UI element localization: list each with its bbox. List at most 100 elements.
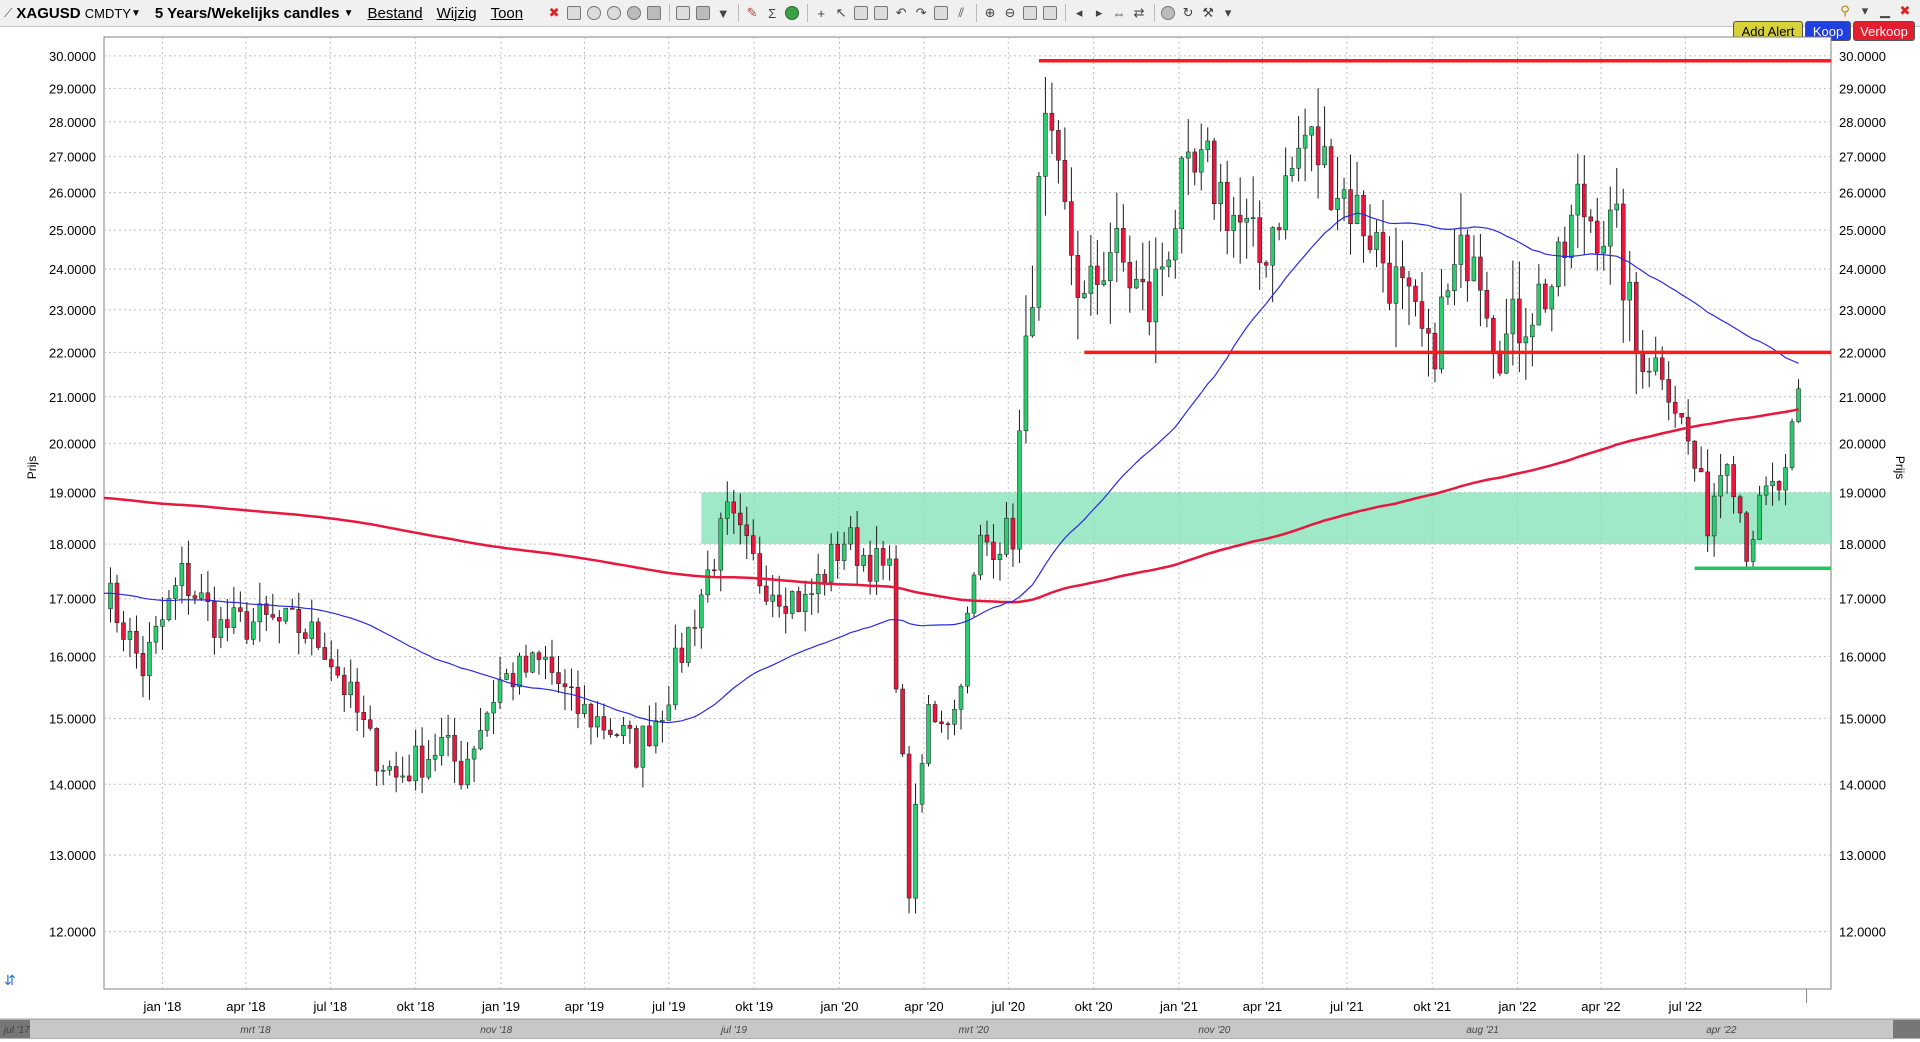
sell-button[interactable]: Verkoop — [1853, 21, 1915, 41]
candle-down — [880, 548, 886, 566]
candle-down — [523, 655, 529, 673]
minimize-icon[interactable]: ▁ — [1880, 3, 1890, 18]
print-icon[interactable] — [647, 6, 662, 20]
fib-tool-icon[interactable] — [934, 6, 949, 20]
candle-up — [199, 592, 204, 599]
y-tick-label-left: 25.0000 — [49, 223, 96, 238]
candle-down — [114, 582, 120, 623]
zoom-box-icon[interactable] — [1023, 6, 1038, 20]
x-tick-label: jul '20 — [991, 999, 1026, 1014]
scroll-left-icon[interactable]: ◂ — [1075, 5, 1083, 20]
candle-up — [1796, 388, 1801, 423]
no-entry-icon[interactable] — [607, 6, 622, 20]
link-icon[interactable]: ⚲ — [1840, 3, 1850, 18]
y-tick-label-right: 21.0000 — [1839, 390, 1886, 405]
refresh-icon[interactable]: ↻ — [1182, 5, 1194, 20]
redo-icon[interactable]: ↷ — [915, 5, 927, 20]
menu-toon[interactable]: Toon — [490, 4, 524, 22]
x-tick-label: jul '22 — [1668, 999, 1703, 1014]
text-tool-icon[interactable] — [854, 6, 869, 20]
circle-icon[interactable] — [627, 6, 642, 20]
draw-tool-icon[interactable] — [874, 6, 889, 20]
candle-up — [770, 594, 775, 602]
undo-icon[interactable]: ↶ — [895, 5, 907, 20]
candle-down — [867, 554, 873, 582]
grid-icon[interactable] — [676, 6, 691, 20]
candle-up — [1569, 214, 1574, 258]
candle-up — [841, 543, 847, 561]
candle-up — [1231, 214, 1236, 231]
symbol-selector[interactable]: XAGUSD CMDTY ▼ — [16, 4, 141, 22]
candle-up — [1549, 286, 1555, 310]
buy-button[interactable]: Koop — [1805, 21, 1851, 41]
candle-up — [432, 755, 438, 760]
scroll-right-icon[interactable]: ▸ — [1095, 5, 1103, 20]
wrench-icon[interactable]: ⚒ — [1202, 5, 1214, 20]
candle-down — [1484, 289, 1490, 319]
toolbar: ⟋ XAGUSD CMDTY ▼ 5 Years/Wekelijks candle… — [0, 0, 1920, 27]
close-window-icon[interactable]: ✖ — [1899, 3, 1911, 18]
candle-up — [1757, 494, 1762, 540]
candle-down — [264, 603, 269, 615]
candle-down — [1698, 468, 1704, 473]
toolbar-separator — [669, 4, 671, 22]
candle-up — [595, 716, 600, 728]
pin-icon[interactable]: ▾ — [1861, 3, 1869, 18]
y-tick-label-right: 24.0000 — [1839, 262, 1886, 277]
candle-down — [1010, 517, 1016, 550]
candle-down — [1640, 351, 1645, 372]
candle-up — [1043, 112, 1048, 177]
pencil-icon[interactable]: ✎ — [746, 5, 758, 20]
sigma-icon[interactable]: Σ — [768, 5, 777, 21]
crosshair-icon[interactable] — [567, 6, 582, 20]
candle-up — [673, 647, 678, 706]
candle-up — [173, 585, 178, 599]
candle-up — [257, 603, 263, 623]
period-label: 5 Years/Wekelijks candles — [154, 4, 340, 22]
navigator-label: aug '21 — [1466, 1025, 1499, 1036]
play-icon[interactable] — [785, 6, 800, 20]
square-icon[interactable] — [696, 6, 711, 20]
close-icon[interactable]: ✖ — [548, 5, 560, 20]
period-selector[interactable]: 5 Years/Wekelijks candles ▼ — [154, 4, 354, 22]
candle-down — [569, 686, 574, 689]
x-tick-label: jul '18 — [313, 999, 348, 1014]
candle-up — [1354, 194, 1360, 224]
cursor-icon[interactable] — [587, 6, 602, 20]
pointer-icon[interactable]: ↖ — [835, 5, 847, 20]
y-tick-label-right: 27.0000 — [1839, 150, 1886, 165]
lines-tool-icon[interactable]: ⫽ — [958, 5, 965, 20]
candle-down — [1672, 401, 1678, 414]
chart-area[interactable]: 30.0000 30.0000 29.0000 29.0000 28.0000 28.00… — [0, 27, 1920, 1040]
y-tick-label-right: 13.0000 — [1839, 848, 1886, 863]
candle-down — [1620, 203, 1626, 301]
candle-up — [1205, 140, 1210, 150]
triangle-down-icon[interactable]: ▼ — [716, 5, 730, 21]
cross-tool-icon[interactable]: + — [817, 5, 825, 21]
dropdown-icon[interactable]: ▾ — [1224, 5, 1232, 20]
zoom-in-icon[interactable]: ⊕ — [984, 5, 996, 20]
x-tick-label: jul '19 — [651, 999, 686, 1014]
palette-icon[interactable] — [1161, 6, 1176, 20]
chart-type-icon[interactable]: ⟋ — [4, 5, 13, 20]
candle-down — [452, 734, 457, 762]
candle-down — [575, 687, 581, 714]
candle-up — [1160, 266, 1165, 270]
menu-wijzig[interactable]: Wijzig — [436, 4, 477, 22]
candle-down — [1140, 278, 1146, 283]
price-chart[interactable]: 30.0000 30.0000 29.0000 29.0000 28.0000 28.00… — [0, 27, 1920, 1040]
candle-up — [1439, 296, 1444, 370]
candle-down — [1744, 512, 1749, 562]
zoom-out-icon[interactable]: ⊖ — [1004, 5, 1016, 20]
y-tick-label-right: 17.0000 — [1839, 592, 1886, 607]
candle-down — [1465, 234, 1470, 282]
menu-bestand[interactable]: Bestand — [367, 4, 423, 22]
candle-down — [731, 501, 737, 514]
zoom-fit-icon[interactable] — [1043, 6, 1058, 20]
bar-narrow-icon[interactable]: ⇄ — [1133, 5, 1145, 20]
candle-down — [608, 729, 613, 735]
candle-up — [666, 704, 672, 721]
bar-width-icon[interactable]: ⇔ — [1112, 5, 1126, 21]
candle-up — [1750, 539, 1756, 562]
candle-down — [1633, 281, 1639, 353]
